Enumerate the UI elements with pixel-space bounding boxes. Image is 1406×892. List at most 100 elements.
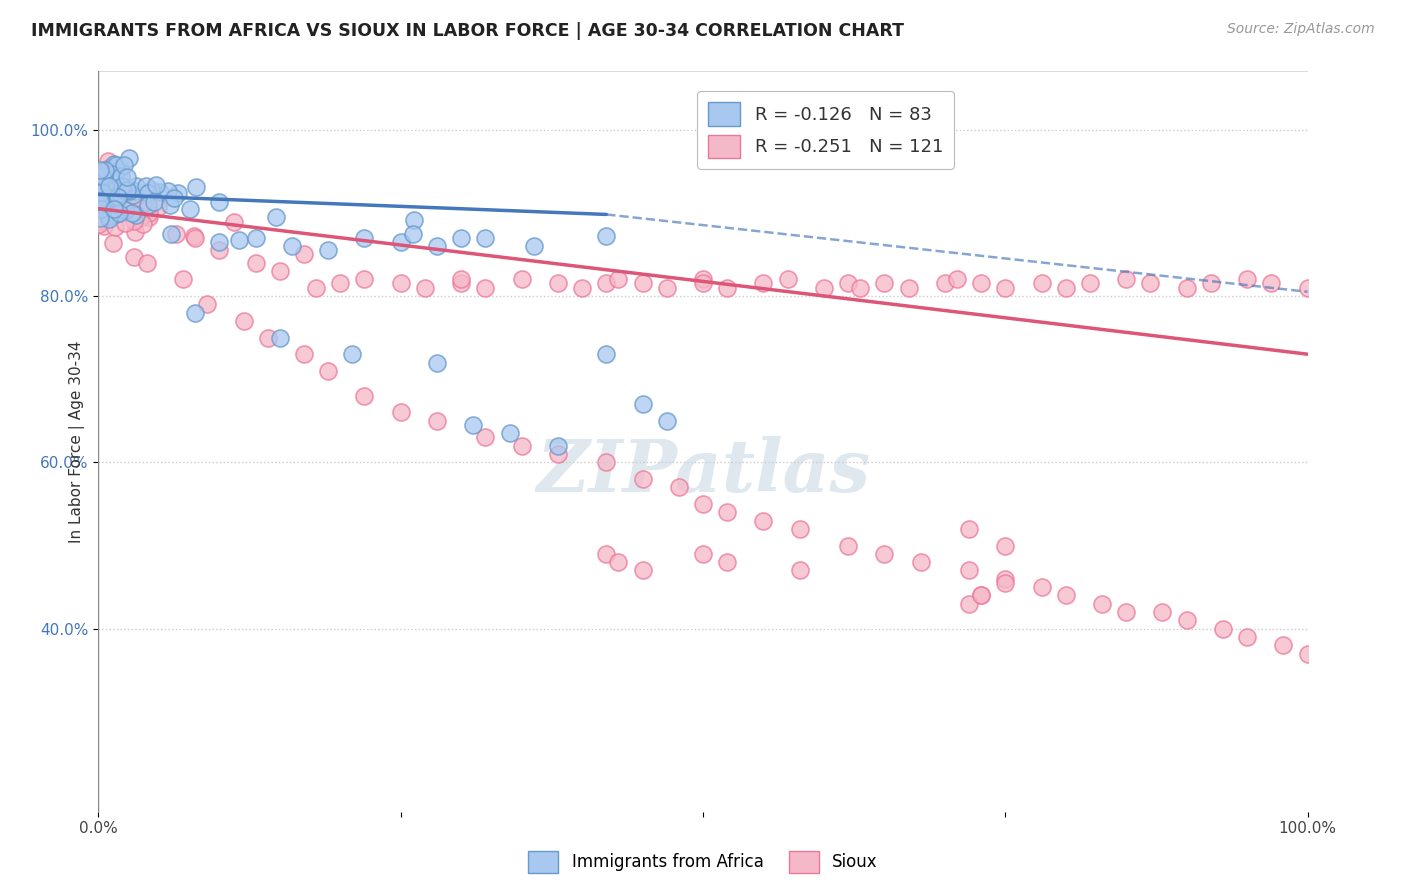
Point: [849, 280, 872, 294]
Point: [125, 208, 148, 222]
Point: [124, 225, 146, 239]
Point: [1175, 280, 1198, 294]
Point: [994, 539, 1017, 553]
Point: [101, 167, 124, 181]
Text: Source: ZipAtlas.com: Source: ZipAtlas.com: [1227, 22, 1375, 37]
Point: [114, 202, 136, 217]
Point: [655, 414, 678, 428]
Point: [752, 277, 775, 291]
Point: [91, 188, 114, 202]
Point: [245, 231, 267, 245]
Point: [474, 430, 496, 444]
Point: [957, 597, 980, 611]
Point: [426, 414, 449, 428]
Point: [813, 280, 835, 294]
Point: [97, 190, 120, 204]
Point: [136, 197, 159, 211]
Point: [135, 255, 157, 269]
Point: [1152, 605, 1174, 619]
Point: [292, 347, 315, 361]
Point: [195, 297, 218, 311]
Point: [89, 177, 111, 191]
Point: [776, 272, 799, 286]
Point: [105, 158, 128, 172]
Point: [103, 235, 125, 250]
Point: [112, 158, 135, 172]
Point: [404, 213, 426, 227]
Point: [281, 239, 304, 253]
Point: [104, 189, 127, 203]
Point: [571, 280, 593, 294]
Point: [96, 192, 118, 206]
Point: [1078, 277, 1101, 291]
Point: [264, 210, 287, 224]
Point: [292, 247, 315, 261]
Point: [118, 151, 141, 165]
Point: [108, 206, 131, 220]
Point: [1031, 580, 1053, 594]
Point: [353, 272, 375, 286]
Point: [89, 194, 111, 209]
Point: [98, 212, 121, 227]
Point: [510, 272, 533, 286]
Point: [1054, 589, 1077, 603]
Point: [93, 171, 115, 186]
Point: [1212, 622, 1234, 636]
Point: [172, 272, 194, 286]
Point: [232, 314, 254, 328]
Point: [1236, 272, 1258, 286]
Point: [910, 555, 932, 569]
Point: [873, 277, 896, 291]
Point: [1031, 277, 1053, 291]
Point: [426, 355, 449, 369]
Point: [837, 539, 859, 553]
Legend: Immigrants from Africa, Sioux: Immigrants from Africa, Sioux: [522, 845, 884, 880]
Point: [97, 153, 120, 168]
Point: [510, 439, 533, 453]
Point: [269, 264, 291, 278]
Point: [595, 455, 617, 469]
Point: [87, 218, 110, 232]
Point: [138, 206, 160, 220]
Point: [474, 231, 496, 245]
Point: [946, 272, 969, 286]
Point: [98, 209, 121, 223]
Point: [184, 180, 207, 194]
Point: [89, 211, 111, 226]
Point: [607, 555, 630, 569]
Point: [141, 183, 163, 197]
Point: [179, 202, 201, 216]
Point: [156, 184, 179, 198]
Point: [224, 215, 246, 229]
Point: [108, 161, 131, 175]
Point: [353, 389, 375, 403]
Point: [184, 231, 207, 245]
Point: [994, 280, 1017, 294]
Point: [994, 576, 1017, 591]
Point: [146, 200, 169, 214]
Point: [1236, 630, 1258, 644]
Point: [342, 347, 364, 361]
Point: [389, 277, 412, 291]
Point: [595, 277, 617, 291]
Point: [692, 277, 714, 291]
Y-axis label: In Labor Force | Age 30-34: In Labor Force | Age 30-34: [69, 340, 84, 543]
Point: [122, 188, 145, 202]
Point: [208, 244, 231, 258]
Point: [87, 213, 110, 227]
Point: [389, 405, 412, 419]
Point: [631, 564, 654, 578]
Point: [104, 220, 127, 235]
Point: [305, 280, 328, 294]
Point: [873, 547, 896, 561]
Point: [595, 347, 617, 361]
Point: [970, 589, 993, 603]
Point: [163, 191, 186, 205]
Point: [112, 205, 135, 219]
Point: [208, 235, 231, 249]
Point: [117, 196, 139, 211]
Point: [124, 191, 146, 205]
Point: [114, 216, 136, 230]
Point: [994, 572, 1017, 586]
Point: [94, 203, 117, 218]
